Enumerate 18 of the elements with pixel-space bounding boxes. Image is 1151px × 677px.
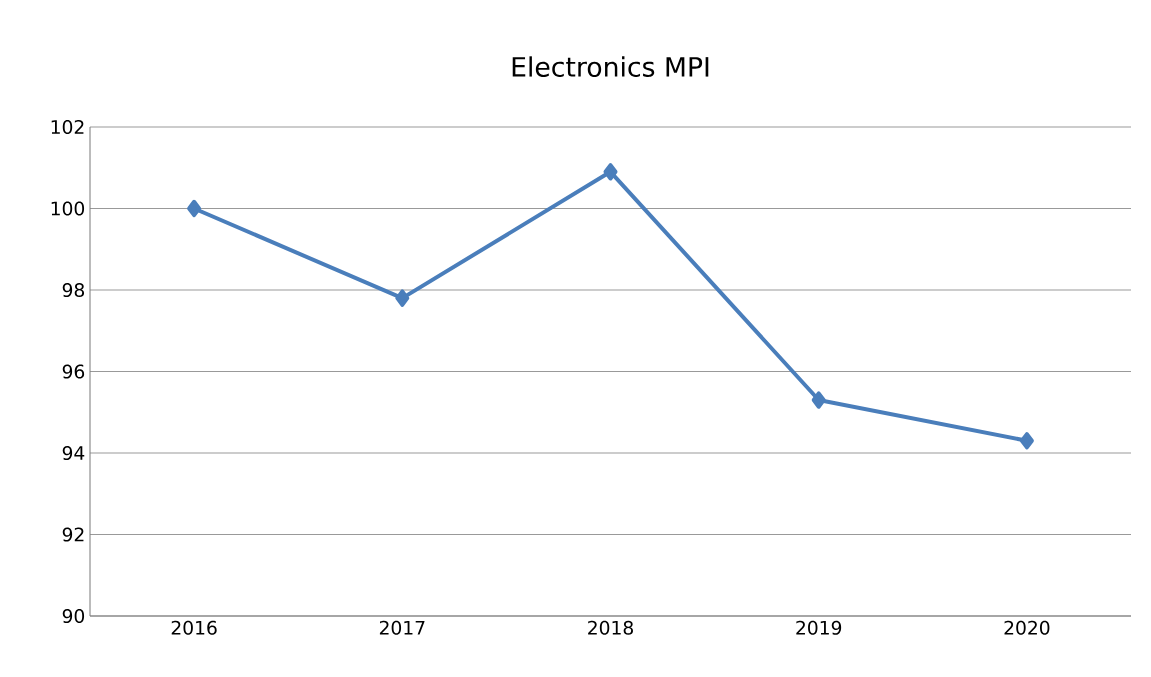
chart-title: Electronics MPI — [512, 56, 709, 77]
y-tick-label: 92 — [62, 527, 84, 542]
point — [395, 289, 410, 307]
point — [603, 163, 618, 181]
y-tick-label: 90 — [62, 608, 85, 624]
y-tick-label: 102 — [51, 119, 84, 135]
y-tick-label: 94 — [62, 445, 85, 461]
x-tick-label: 2017 — [379, 620, 425, 635]
y-tick-label: 100 — [51, 201, 85, 216]
x-tick-label: 2016 — [171, 620, 217, 635]
x-tick-label: 2020 — [1004, 620, 1050, 635]
y-tick-label: 98 — [62, 282, 85, 298]
y-tick-label: 96 — [62, 364, 85, 379]
x-tick-label: 2018 — [588, 620, 633, 635]
point — [1019, 432, 1034, 450]
point — [187, 199, 202, 218]
x-tick-label: 2019 — [796, 620, 842, 635]
point — [811, 391, 826, 409]
